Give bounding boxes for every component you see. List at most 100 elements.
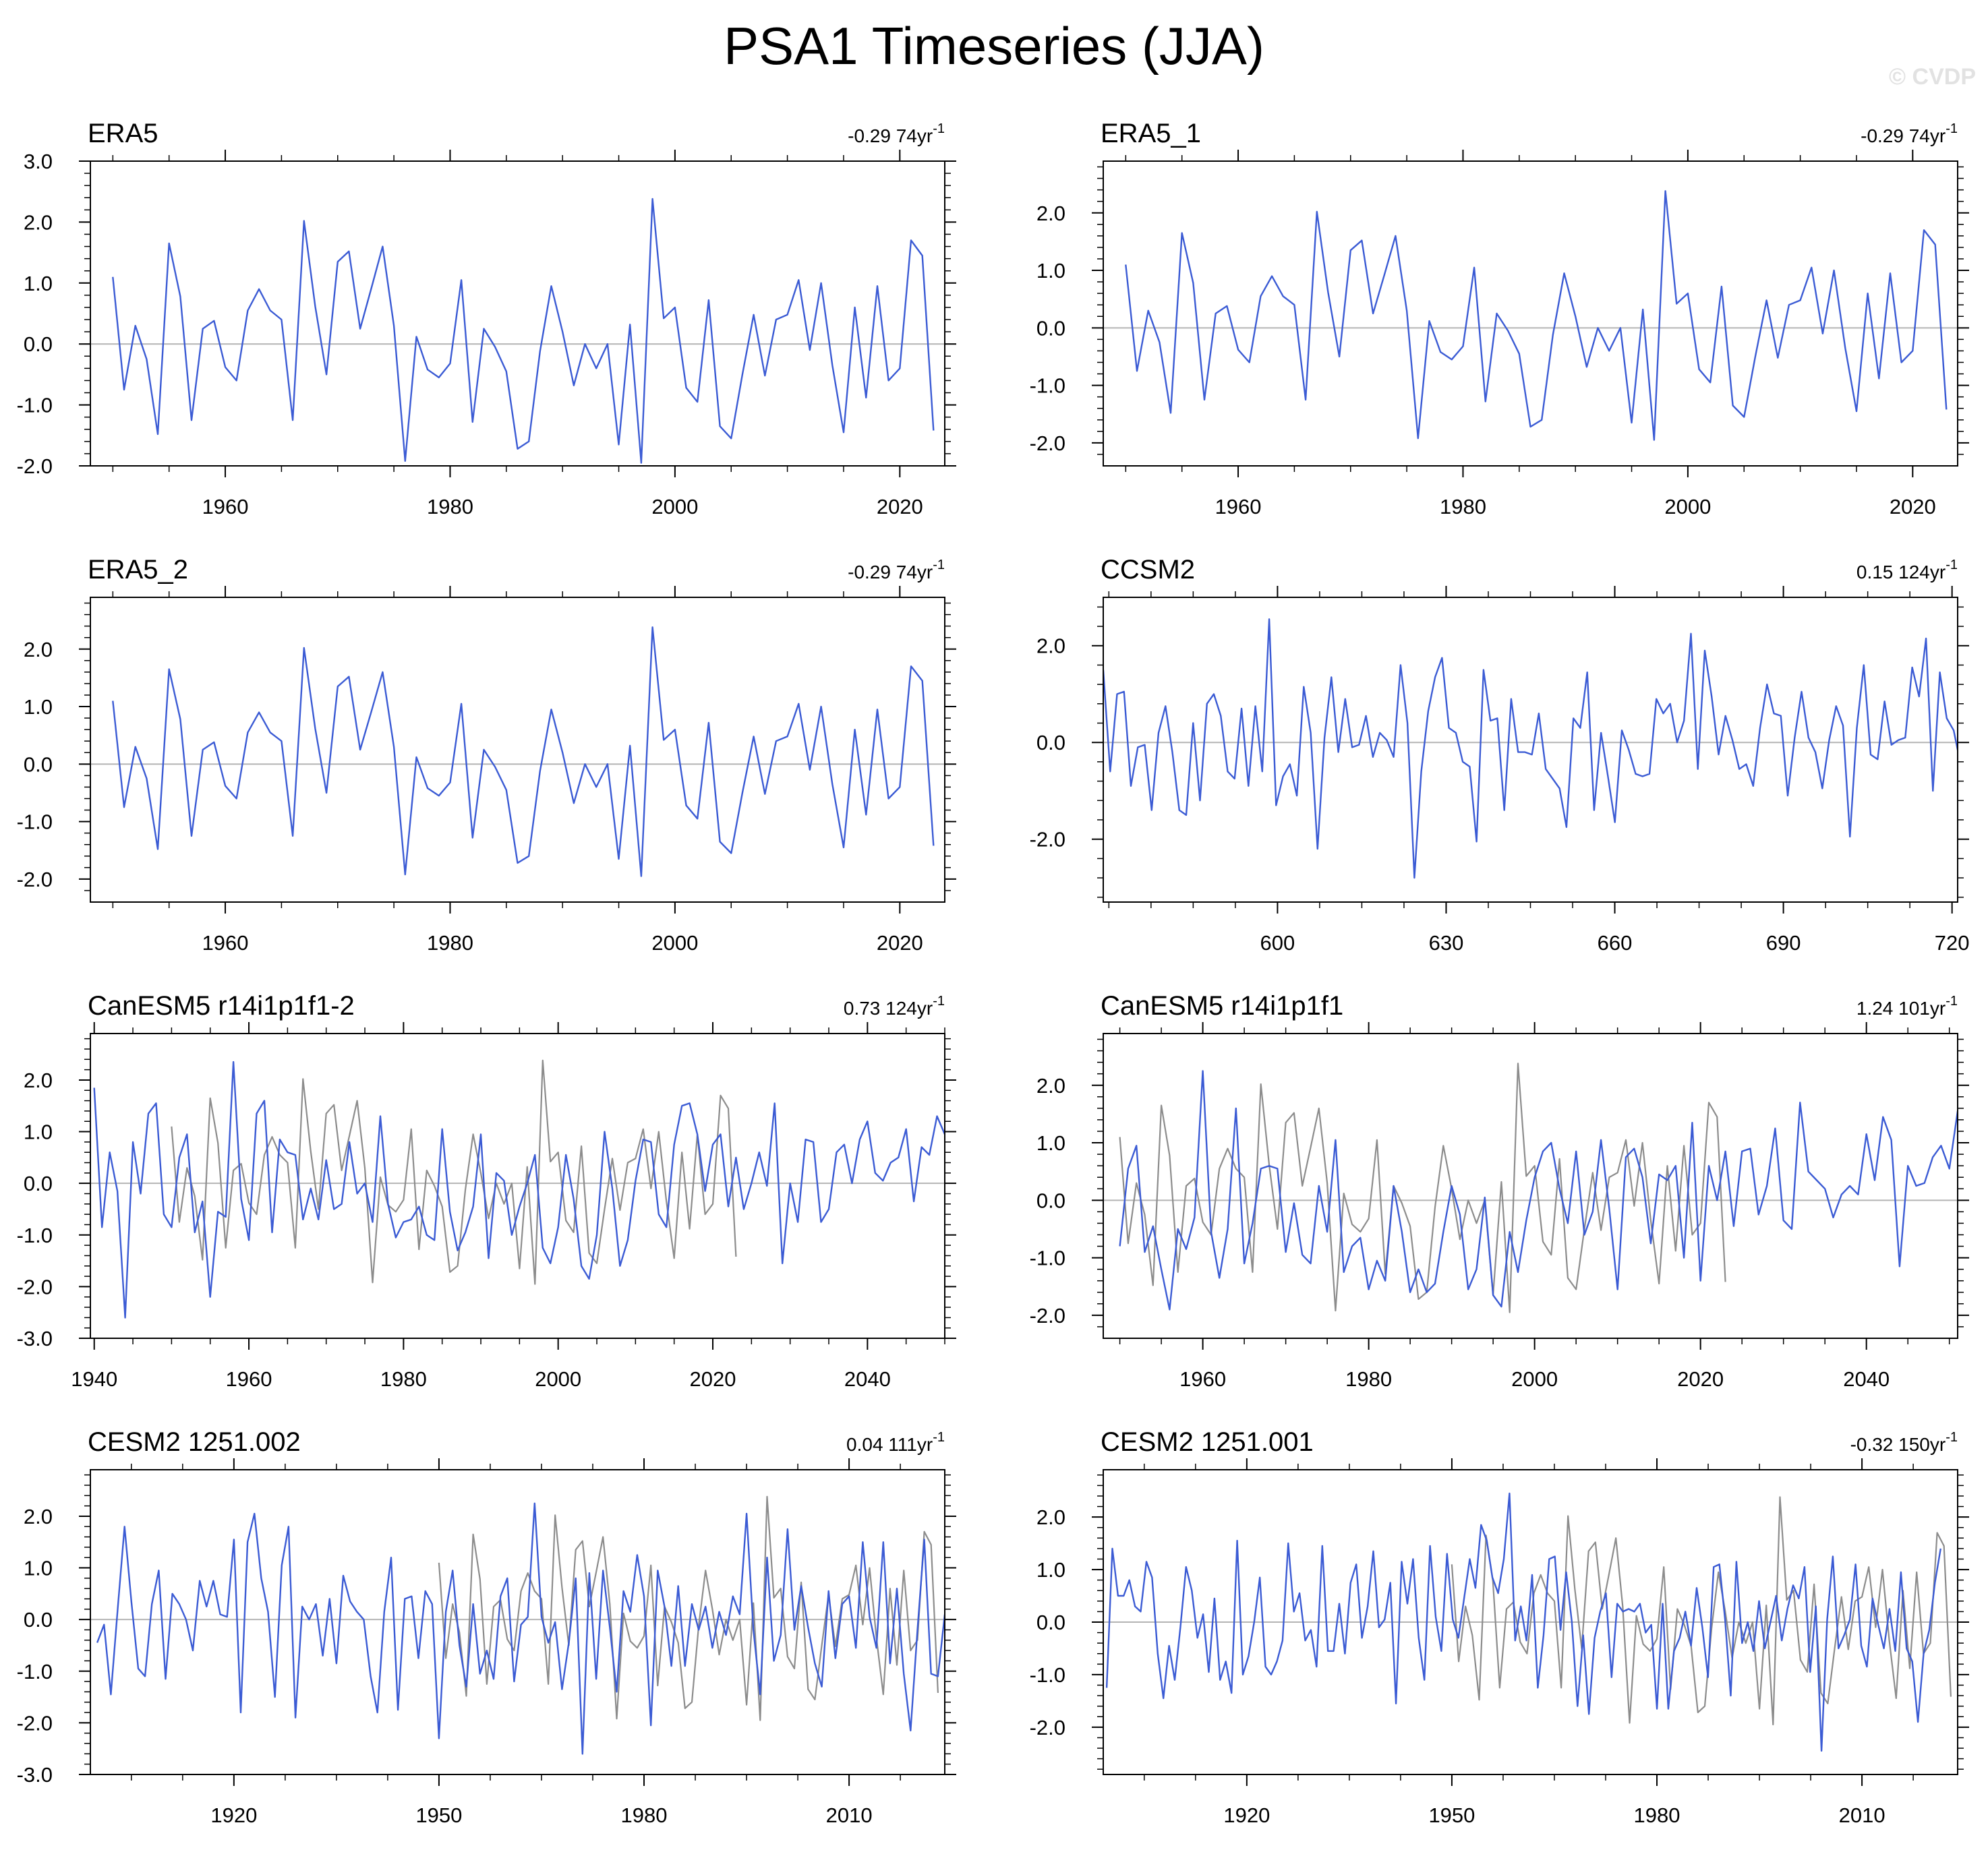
y-tick-label: 0.0 [1036,1611,1065,1634]
x-tick-label: 630 [1429,931,1464,955]
y-tick-label: 1.0 [1036,1558,1065,1582]
trend-label: 0.04 111yr-1 [846,1430,945,1455]
y-tick-label: 0.0 [24,752,53,776]
x-tick-label: 600 [1260,931,1295,955]
panel-title: CCSM2 [1101,555,1195,585]
panel-title: ERA5 [88,119,158,148]
y-tick-label: 2.0 [24,638,53,661]
y-tick-label: -2.0 [17,454,53,478]
x-tick-label: 2020 [877,495,923,518]
x-tick-label: 2040 [1843,1367,1890,1391]
y-tick-label: -1.0 [1030,374,1065,398]
panel-ccsm2: CCSM2 0.15 124yr-1 -2.0 0.0 2.0 600 630 660 690 7… [1030,555,1970,955]
y-tick-label: 0.0 [1036,731,1065,754]
y-tick-label: -2.0 [1030,828,1065,852]
y-tick-label: 1.0 [24,1121,53,1144]
x-tick-label: 1960 [202,931,249,955]
x-tick-label: 2020 [1890,495,1936,518]
trend-label: 0.15 124yr-1 [1857,558,1958,583]
x-tick-label: 720 [1935,931,1970,955]
y-tick-label: -2.0 [1030,1304,1065,1327]
y-tick-label: -2.0 [17,1275,53,1298]
panel-title: CESM2 1251.002 [88,1427,301,1457]
panel-cesm2-1251-001: CESM2 1251.001 -0.32 150yr-1 -2.0 -1.0 0.0 1.… [1030,1427,1969,1827]
trend-label: -0.32 150yr-1 [1850,1430,1958,1455]
panel-canesm5-r14i1p1f1: CanESM5 r14i1p1f1 1.24 101yr-1 -2.0 -1.0 0.0… [1030,991,1969,1391]
y-tick-label: 2.0 [24,210,53,234]
panel-cesm2-1251-002: CESM2 1251.002 0.04 111yr-1 -3.0 -2.0 -1.0 0.… [17,1427,956,1827]
y-tick-label: 0.0 [24,332,53,356]
x-tick-label: 660 [1598,931,1633,955]
panel-title: CanESM5 r14i1p1f1-2 [88,991,355,1021]
plot-frame [90,1469,945,1775]
page-title: PSA1 Timeseries (JJA) [724,16,1264,76]
x-tick-label: 2010 [1839,1803,1885,1827]
y-tick-label: -1.0 [17,394,53,417]
panel-title: ERA5_2 [88,555,188,585]
panel-era5-1: ERA5_1 -0.29 74yr-1 -2.0 -1.0 0.0 1.0 2.0 1960 1… [1030,119,1969,518]
y-tick-label: 0.0 [24,1172,53,1195]
panel-canesm5-r14i1p1f1-2: CanESM5 r14i1p1f1-2 0.73 124yr-1 -3.0 -2.0 -… [17,991,956,1391]
y-tick-label: 1.0 [1036,1131,1065,1155]
y-tick-label: 1.0 [24,695,53,719]
series-line-cesm2-1251-002 [96,1502,945,1755]
plot-frame [1103,597,1958,903]
series-line-ccsm2 [1103,618,1958,879]
panel-title: CESM2 1251.001 [1101,1427,1314,1457]
series-line-cesm2-1251-001 [1105,1492,1941,1752]
y-tick-label: 2.0 [1036,634,1065,658]
x-tick-label: 1980 [427,931,473,955]
x-tick-label: 2000 [1511,1367,1558,1391]
series-line-era5 [112,198,935,464]
x-tick-label: 2000 [651,495,698,518]
x-tick-label: 1960 [1179,1367,1226,1391]
y-tick-label: 2.0 [1036,1074,1065,1098]
y-tick-label: 2.0 [24,1505,53,1528]
plot-frame [90,597,945,903]
x-tick-label: 2000 [651,931,698,955]
panel-era5-2: ERA5_2 -0.29 74yr-1 -2.0 -1.0 0.0 1.0 2.0 1960 1… [17,555,956,955]
trend-label: 0.73 124yr-1 [844,994,945,1019]
panel-title: CanESM5 r14i1p1f1 [1101,991,1343,1021]
cvdp-watermark: © CVDP [1889,64,1976,90]
y-tick-label: 3.0 [24,150,53,173]
y-tick-label: 2.0 [1036,1505,1065,1529]
series-line-era5-2 [112,626,935,877]
y-tick-label: 1.0 [24,272,53,295]
plot-frame [1103,1469,1958,1775]
trend-label: -0.29 74yr-1 [848,121,945,146]
y-tick-label: -2.0 [1030,431,1065,455]
trend-label: 1.24 101yr-1 [1857,994,1958,1019]
x-tick-label: 1980 [621,1803,668,1827]
x-tick-label: 2000 [1664,495,1711,518]
x-tick-label: 1950 [415,1803,462,1827]
y-tick-label: 0.0 [24,1608,53,1632]
y-tick-label: -1.0 [1030,1247,1065,1270]
y-tick-label: -3.0 [17,1327,53,1350]
x-tick-label: 1920 [210,1803,257,1827]
x-tick-label: 1940 [71,1367,117,1391]
x-tick-label: 1980 [380,1367,427,1391]
x-tick-label: 1960 [1215,495,1262,518]
trend-label: -0.29 74yr-1 [848,558,945,583]
series-line-canesm5-r14i1p1f1 [1119,1070,1958,1311]
y-tick-label: -2.0 [17,868,53,891]
plot-frame [90,1033,945,1339]
x-tick-label: 2020 [690,1367,736,1391]
y-tick-label: 0.0 [1036,316,1065,340]
y-tick-label: -1.0 [17,1660,53,1683]
x-tick-label: 2010 [826,1803,873,1827]
x-tick-label: 2000 [535,1367,581,1391]
reference-series-line [438,1495,939,1721]
y-tick-label: -2.0 [17,1711,53,1735]
plot-frame [90,160,945,467]
x-tick-label: 2020 [877,931,923,955]
series-line-canesm5-r14i1p1f1-2 [93,1061,945,1319]
reference-series-line [1451,1496,1952,1726]
x-tick-label: 1950 [1428,1803,1475,1827]
x-tick-label: 1980 [427,495,473,518]
x-tick-label: 1980 [1345,1367,1392,1391]
x-tick-label: 1980 [1440,495,1486,518]
x-tick-label: 1920 [1223,1803,1270,1827]
y-tick-label: 0.0 [1036,1189,1065,1212]
